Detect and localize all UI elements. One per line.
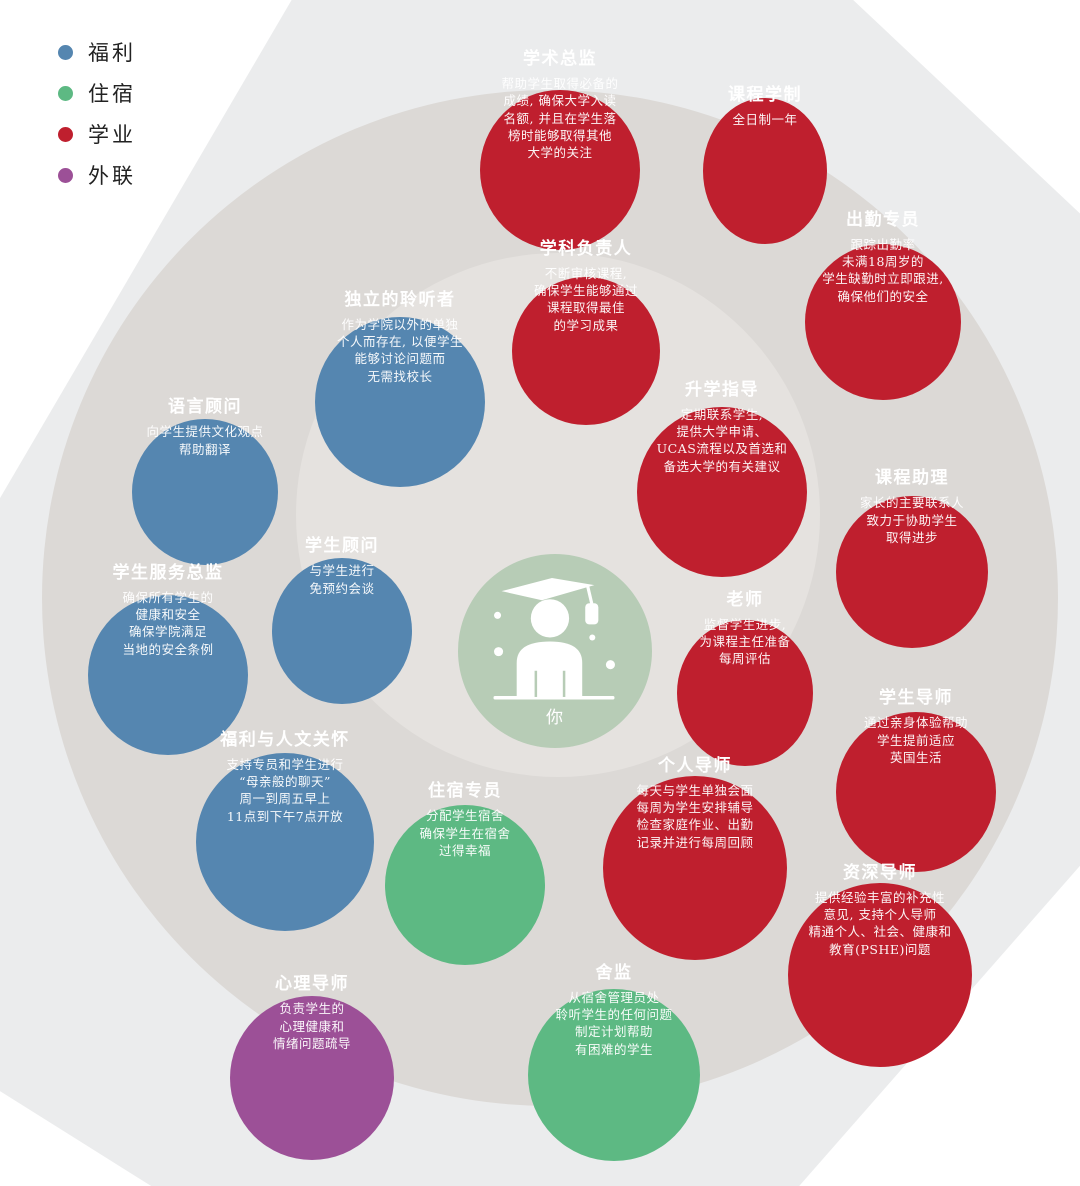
legend-label: 外联 [88, 164, 136, 188]
bubble-body: 从宿舍管理员处 聆听学生的任何问题 制定计划帮助 有困难的学生 [555, 989, 673, 1057]
bubble-title: 语言顾问 [168, 397, 242, 418]
bubble-title: 心理导师 [275, 974, 349, 995]
legend-label: 学业 [88, 123, 136, 147]
bubble-title: 资深导师 [843, 862, 917, 883]
legend-item-academics: 学业 [58, 122, 136, 147]
bubble-subject-head: 学科负责人 不断审核课程, 确保学生能够通过 课程取得最佳 的学习成果 [512, 239, 660, 425]
bubble-body: 提供经验丰富的补充性 意见, 支持个人导师 精通个人、社会、健康和 教育(PSH… [808, 889, 952, 957]
bubble-title: 福利与人文关怀 [220, 729, 350, 750]
bubble-title: 舍监 [595, 962, 633, 983]
bubble-body: 分配学生宿舍 确保学生在宿舍 过得幸福 [419, 808, 511, 858]
bubble-title: 学术总监 [523, 49, 597, 70]
legend-label: 住宿 [88, 82, 136, 106]
bubble-course-assistant: 课程助理 家长的主要联系人 致力于协助学生 取得进步 [836, 468, 988, 648]
bubble-title: 升学指导 [685, 379, 759, 400]
accommodation-dot-icon [58, 85, 73, 101]
bubble-personal-tutor: 个人导师 每天与学生单独会面 每周为学生安排辅导 检查家庭作业、出勤 记录并进行… [603, 756, 787, 960]
bubble-title: 老师 [726, 589, 764, 610]
welfare-dot-icon [58, 44, 73, 60]
bubble-body: 定期联系学生, 提供大学申请、 UCAS流程以及首选和 备选大学的有关建议 [656, 406, 788, 474]
bubble-teacher: 老师 监督学生进步, 为课程主任准备 每周评估 [677, 590, 813, 767]
bubble-title: 课程学制 [728, 84, 802, 105]
bubble-title: 住宿专员 [428, 781, 502, 802]
bubble-title: 学生顾问 [305, 536, 379, 557]
bubble-body: 监督学生进步, 为课程主任准备 每周评估 [699, 616, 791, 667]
bubble-body: 帮助学生取得必备的 成绩, 确保大学入读 名额, 并且在学生落 榜时能够取得其他… [501, 76, 619, 161]
legend-item-external: 外联 [58, 163, 136, 188]
bubble-title: 课程助理 [875, 468, 949, 489]
bubble-body: 通过亲身体验帮助 学生提前适应 英国生活 [863, 715, 968, 765]
bubble-body: 向学生提供文化观点 帮助翻译 [146, 424, 264, 457]
bubble-accommodation-officer: 住宿专员 分配学生宿舍 确保学生在宿舍 过得幸福 [385, 781, 545, 965]
bubble-body: 家长的主要联系人 致力于协助学生 取得进步 [859, 495, 964, 545]
bubble-body: 确保所有学生的 健康和安全 确保学院满足 当地的安全条例 [122, 589, 214, 657]
bubble-body: 支持专员和学生进行 “母亲般的聊天” 周一到周五早上 11点到下午7点开放 [226, 756, 344, 824]
bubble-title: 学科负责人 [539, 238, 633, 259]
legend: 福利 住宿 学业 外联 [58, 40, 136, 204]
legend-item-accommodation: 住宿 [58, 81, 136, 106]
bubble-body: 全日制一年 [732, 111, 798, 127]
bubble-course-duration: 课程学制 全日制一年 [703, 85, 827, 245]
bubble-title: 独立的聆听者 [344, 289, 456, 310]
bubble-body: 负责学生的 心理健康和 情绪问题疏导 [272, 1001, 351, 1051]
center-you-label: 你 [546, 707, 564, 728]
bubble-student-services-director: 学生服务总监 确保所有学生的 健康和安全 确保学院满足 当地的安全条例 [88, 563, 248, 755]
bubble-body: 每天与学生单独会面 每周为学生安排辅导 检查家庭作业、出勤 记录并进行每周回顾 [636, 782, 754, 850]
academics-dot-icon [58, 126, 73, 142]
bubble-title: 个人导师 [658, 755, 732, 776]
bubble-house-master: 舍监 从宿舍管理员处 聆听学生的任何问题 制定计划帮助 有困难的学生 [528, 963, 700, 1161]
bubble-independent-listener: 独立的聆听者 作为学院以外的单独 个人而存在, 以便学生 能够讨论问题而 无需找… [315, 290, 485, 487]
bubble-you-center: 你 [458, 554, 652, 748]
legend-item-welfare: 福利 [58, 40, 136, 65]
bubble-academic-director: 学术总监 帮助学生取得必备的 成绩, 确保大学入读 名额, 并且在学生落 榜时能… [480, 49, 640, 250]
bubble-body: 与学生进行 免预约会谈 [309, 563, 375, 596]
bubble-title: 出勤专员 [846, 209, 920, 230]
bubble-counselor: 心理导师 负责学生的 心理健康和 情绪问题疏导 [230, 974, 394, 1160]
legend-label: 福利 [88, 41, 136, 65]
bubble-title: 学生导师 [879, 688, 953, 709]
bubble-attendance-officer: 出勤专员 跟踪出勤率 未满18周岁的 学生缺勤时立即跟进, 确保他们的安全 [805, 210, 961, 400]
bubble-welfare-care: 福利与人文关怀 支持专员和学生进行 “母亲般的聊天” 周一到周五早上 11点到下… [196, 730, 374, 931]
bubble-student-advisor: 学生顾问 与学生进行 免预约会谈 [272, 536, 412, 705]
graduate-icon [493, 577, 615, 699]
bubble-title: 学生服务总监 [112, 562, 224, 583]
bubble-senior-tutor: 资深导师 提供经验丰富的补充性 意见, 支持个人导师 精通个人、社会、健康和 教… [788, 863, 972, 1067]
bubble-body: 作为学院以外的单独 个人而存在, 以便学生 能够讨论问题而 无需找校长 [337, 316, 463, 384]
bubble-language-advisor: 语言顾问 向学生提供文化观点 帮助翻译 [132, 397, 278, 566]
external-dot-icon [58, 167, 73, 183]
bubble-progression-guidance: 升学指导 定期联系学生, 提供大学申请、 UCAS流程以及首选和 备选大学的有关… [637, 380, 807, 577]
bubble-student-mentor: 学生导师 通过亲身体验帮助 学生提前适应 英国生活 [836, 688, 996, 872]
bubble-body: 跟踪出勤率 未满18周岁的 学生缺勤时立即跟进, 确保他们的安全 [822, 236, 944, 304]
bubble-body: 不断审核课程, 确保学生能够通过 课程取得最佳 的学习成果 [533, 265, 638, 333]
